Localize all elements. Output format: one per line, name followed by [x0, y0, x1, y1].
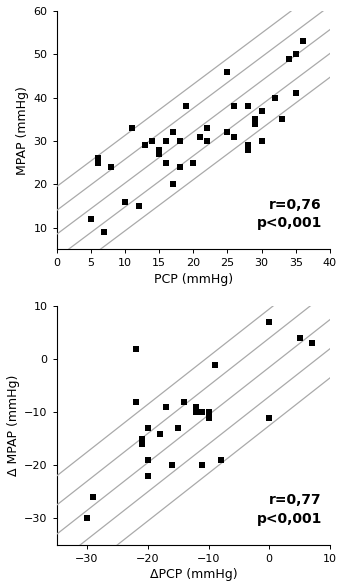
Point	[194, 407, 199, 417]
Point	[84, 514, 90, 523]
X-axis label: ΔPCP (mmHg): ΔPCP (mmHg)	[150, 568, 237, 581]
Point	[157, 149, 162, 159]
Point	[157, 145, 162, 155]
Point	[245, 145, 251, 155]
Point	[90, 493, 96, 502]
Point	[145, 471, 151, 480]
Point	[286, 54, 292, 64]
Point	[102, 228, 107, 237]
Point	[88, 215, 94, 224]
Point	[109, 162, 114, 172]
Point	[139, 439, 144, 449]
Point	[163, 402, 169, 412]
Point	[197, 132, 203, 142]
Point	[191, 158, 196, 168]
Point	[293, 49, 299, 59]
Point	[177, 162, 182, 172]
Point	[267, 413, 272, 422]
Point	[297, 333, 302, 343]
Point	[200, 460, 205, 470]
Point	[293, 89, 299, 98]
X-axis label: PCP (mmHg): PCP (mmHg)	[154, 273, 233, 286]
Point	[279, 115, 285, 124]
Point	[95, 153, 100, 163]
Point	[204, 136, 210, 146]
Point	[150, 136, 155, 146]
Text: r=0,76
p<0,001: r=0,76 p<0,001	[256, 198, 322, 230]
Point	[272, 93, 278, 102]
Point	[194, 402, 199, 412]
Point	[184, 102, 189, 111]
Point	[139, 434, 144, 443]
Text: r=0,77
p<0,001: r=0,77 p<0,001	[256, 493, 322, 526]
Point	[157, 429, 163, 438]
Point	[170, 128, 175, 137]
Point	[245, 141, 251, 150]
Point	[177, 136, 182, 146]
Point	[170, 180, 175, 189]
Point	[163, 402, 169, 412]
Point	[133, 344, 138, 353]
Point	[252, 119, 258, 128]
Point	[212, 360, 217, 369]
Point	[95, 158, 100, 168]
Point	[245, 102, 251, 111]
Point	[169, 460, 175, 470]
Point	[163, 158, 169, 168]
Point	[136, 202, 141, 211]
Y-axis label: MPAP (mmHg): MPAP (mmHg)	[16, 86, 29, 175]
Point	[181, 397, 187, 406]
Point	[88, 215, 94, 224]
Point	[300, 36, 305, 46]
Point	[129, 123, 135, 133]
Point	[122, 197, 128, 206]
Point	[175, 423, 181, 433]
Point	[232, 132, 237, 142]
Point	[206, 413, 211, 422]
Point	[163, 136, 169, 146]
Point	[225, 128, 230, 137]
Point	[204, 123, 210, 133]
Point	[267, 318, 272, 327]
Point	[309, 339, 314, 348]
Point	[218, 455, 223, 465]
Point	[200, 407, 205, 417]
Point	[133, 397, 138, 406]
Point	[225, 67, 230, 76]
Point	[252, 115, 258, 124]
Point	[145, 455, 151, 465]
Point	[143, 141, 148, 150]
Point	[259, 106, 265, 115]
Point	[206, 407, 211, 417]
Point	[145, 423, 151, 433]
Point	[259, 136, 265, 146]
Y-axis label: Δ MPAP (mmHg): Δ MPAP (mmHg)	[7, 375, 20, 476]
Point	[232, 102, 237, 111]
